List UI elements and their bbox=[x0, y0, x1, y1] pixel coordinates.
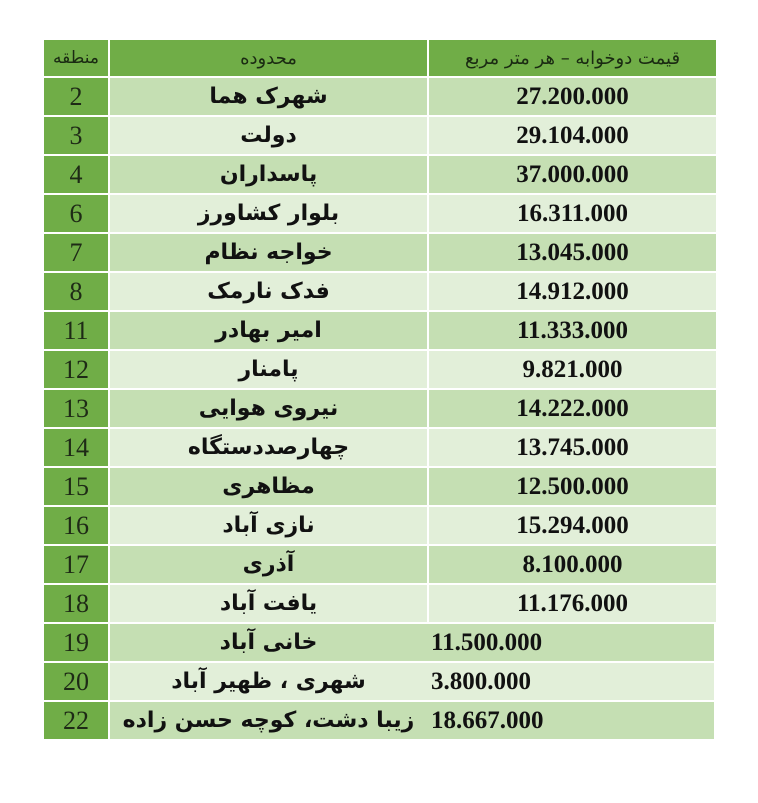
price-cell: 37.000.000 bbox=[429, 156, 716, 193]
header-district: منطقه bbox=[44, 40, 108, 76]
area-cell: زیبا دشت، کوچه حسن زاده bbox=[110, 702, 427, 739]
price-cell: 18.667.000 bbox=[427, 702, 714, 739]
table-row: 7 خواجه نظام 13.045.000 bbox=[44, 234, 716, 271]
price-cell: 14.912.000 bbox=[429, 273, 716, 310]
area-cell: بلوار کشاورز bbox=[110, 195, 427, 232]
header-price: قیمت دوخوابه – هر متر مربع bbox=[429, 40, 716, 76]
price-cell: 14.222.000 bbox=[429, 390, 716, 427]
district-cell: 11 bbox=[44, 312, 108, 349]
table-row: 6 بلوار کشاورز 16.311.000 bbox=[44, 195, 716, 232]
area-cell: پاسداران bbox=[110, 156, 427, 193]
area-cell: مظاهری bbox=[110, 468, 427, 505]
price-cell: 3.800.000 bbox=[427, 663, 714, 700]
table-row: 13 نیروی هوایی 14.222.000 bbox=[44, 390, 716, 427]
area-cell: فدک نارمک bbox=[110, 273, 427, 310]
price-cell: 11.176.000 bbox=[429, 585, 716, 622]
table-row: 14 چهارصددستگاه 13.745.000 bbox=[44, 429, 716, 466]
table-header: منطقه محدوده قیمت دوخوابه – هر متر مربع bbox=[44, 40, 716, 76]
district-cell: 17 bbox=[44, 546, 108, 583]
price-cell: 8.100.000 bbox=[429, 546, 716, 583]
table-row: 20 شهری ، ظهیر آباد 3.800.000 bbox=[44, 663, 716, 700]
header-area: محدوده bbox=[110, 40, 427, 76]
table-row: 4 پاسداران 37.000.000 bbox=[44, 156, 716, 193]
district-cell: 19 bbox=[44, 624, 108, 661]
table-row: 19 خانی آباد 11.500.000 bbox=[44, 624, 716, 661]
price-cell: 27.200.000 bbox=[429, 78, 716, 115]
price-table: منطقه محدوده قیمت دوخوابه – هر متر مربع … bbox=[44, 40, 716, 741]
district-cell: 7 bbox=[44, 234, 108, 271]
price-cell: 16.311.000 bbox=[429, 195, 716, 232]
area-cell: شهرک هما bbox=[110, 78, 427, 115]
district-cell: 12 bbox=[44, 351, 108, 388]
price-cell: 11.500.000 bbox=[427, 624, 714, 661]
district-cell: 15 bbox=[44, 468, 108, 505]
area-cell: نازی آباد bbox=[110, 507, 427, 544]
area-cell: امیر بهادر bbox=[110, 312, 427, 349]
area-cell: یافت آباد bbox=[110, 585, 427, 622]
price-cell: 11.333.000 bbox=[429, 312, 716, 349]
table-row: 8 فدک نارمک 14.912.000 bbox=[44, 273, 716, 310]
area-cell: چهارصددستگاه bbox=[110, 429, 427, 466]
table-row: 17 آذری 8.100.000 bbox=[44, 546, 716, 583]
district-cell: 8 bbox=[44, 273, 108, 310]
area-cell: نیروی هوایی bbox=[110, 390, 427, 427]
table-row: 16 نازی آباد 15.294.000 bbox=[44, 507, 716, 544]
area-cell: خواجه نظام bbox=[110, 234, 427, 271]
area-cell: دولت bbox=[110, 117, 427, 154]
price-cell: 9.821.000 bbox=[429, 351, 716, 388]
district-cell: 20 bbox=[44, 663, 108, 700]
price-cell: 13.045.000 bbox=[429, 234, 716, 271]
table-row: 2 شهرک هما 27.200.000 bbox=[44, 78, 716, 115]
district-cell: 2 bbox=[44, 78, 108, 115]
district-cell: 16 bbox=[44, 507, 108, 544]
area-cell: شهری ، ظهیر آباد bbox=[110, 663, 427, 700]
area-cell: آذری bbox=[110, 546, 427, 583]
district-cell: 18 bbox=[44, 585, 108, 622]
district-cell: 3 bbox=[44, 117, 108, 154]
table-row: 3 دولت 29.104.000 bbox=[44, 117, 716, 154]
district-cell: 13 bbox=[44, 390, 108, 427]
area-cell: خانی آباد bbox=[110, 624, 427, 661]
district-cell: 14 bbox=[44, 429, 108, 466]
district-cell: 4 bbox=[44, 156, 108, 193]
price-cell: 12.500.000 bbox=[429, 468, 716, 505]
price-cell: 29.104.000 bbox=[429, 117, 716, 154]
price-cell: 13.745.000 bbox=[429, 429, 716, 466]
area-cell: پامنار bbox=[110, 351, 427, 388]
district-cell: 22 bbox=[44, 702, 108, 739]
table-row: 18 یافت آباد 11.176.000 bbox=[44, 585, 716, 622]
table-row: 12 پامنار 9.821.000 bbox=[44, 351, 716, 388]
district-cell: 6 bbox=[44, 195, 108, 232]
table-row: 15 مظاهری 12.500.000 bbox=[44, 468, 716, 505]
table-row: 11 امیر بهادر 11.333.000 bbox=[44, 312, 716, 349]
table-row: 22 زیبا دشت، کوچه حسن زاده 18.667.000 bbox=[44, 702, 716, 739]
price-cell: 15.294.000 bbox=[429, 507, 716, 544]
